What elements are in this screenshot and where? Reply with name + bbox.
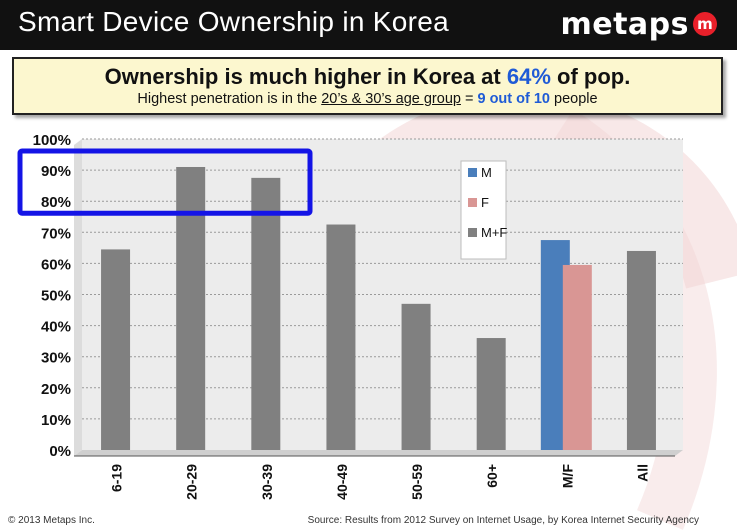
header-bar: Smart Device Ownership in Korea metaps m [0, 0, 737, 50]
copyright-note: © 2013 Metaps Inc. [8, 515, 95, 526]
y-tick-label: 0% [49, 443, 71, 460]
headline-callout: Ownership is much higher in Korea at 64%… [12, 57, 723, 115]
age-group-highlight: 20’s & 30’s age group [321, 91, 461, 107]
logo-text: metaps [560, 6, 689, 42]
legend-swatch-F [468, 198, 477, 207]
x-tick-label: M/F [559, 464, 575, 489]
highlight-box [17, 148, 313, 216]
x-tick-label: 50-59 [409, 464, 425, 500]
legend-label: F [481, 195, 489, 210]
metaps-logo: metaps m [560, 4, 717, 44]
slide-title: Smart Device Ownership in Korea [18, 6, 450, 37]
bar-MF-50-59 [401, 303, 431, 450]
y-tick-label: 90% [41, 163, 71, 180]
y-tick-label: 10% [41, 412, 71, 429]
bar-MF-30-39 [251, 177, 281, 450]
y-tick-label: 100% [33, 132, 71, 149]
bar-MF-6-19 [101, 249, 131, 450]
callout-subline: Highest penetration is in the 20’s & 30’… [137, 91, 598, 107]
x-tick-label: 30-39 [259, 464, 275, 500]
y-tick-label: 80% [41, 194, 71, 211]
y-tick-label: 50% [41, 288, 71, 305]
x-tick-label: All [634, 464, 650, 482]
legend-swatch-M [468, 168, 477, 177]
bar-MF-40-49 [326, 224, 356, 450]
y-tick-label: 70% [41, 225, 71, 242]
headline-percent: 64% [506, 64, 551, 89]
ownership-bar-chart: 0% 10% 20% 30% 40% 50% 60% 70% 80% 90% 100% 6-19 20-… [17, 132, 683, 500]
y-tick-label: 30% [41, 350, 71, 367]
bar-MF-60+ [476, 338, 506, 450]
source-note: Source: Results from 2012 Survey on Inte… [307, 515, 699, 526]
bar-MF-All [626, 250, 656, 450]
x-tick-label: 20-29 [184, 464, 200, 500]
plot-floor [74, 450, 683, 456]
legend-swatch-MF [468, 228, 477, 237]
y-tick-label: 60% [41, 256, 71, 273]
logo-mark-icon: m [693, 12, 717, 36]
legend-label: M+F [481, 225, 507, 240]
y-tick-label: 40% [41, 319, 71, 336]
nine-of-ten: 9 out of 10 [477, 91, 550, 107]
legend-box [460, 160, 507, 260]
x-tick-label: 40-49 [334, 464, 350, 500]
x-tick-label: 60+ [484, 464, 500, 488]
callout-headline: Ownership is much higher in Korea at 64%… [104, 64, 631, 89]
bar-MF-20-29 [176, 166, 206, 451]
legend-label: M [481, 165, 492, 180]
y-tick-label: 20% [41, 381, 71, 398]
bar-F-M/F [562, 264, 592, 450]
plot-side-wall [74, 139, 82, 456]
x-tick-label: 6-19 [109, 464, 125, 492]
